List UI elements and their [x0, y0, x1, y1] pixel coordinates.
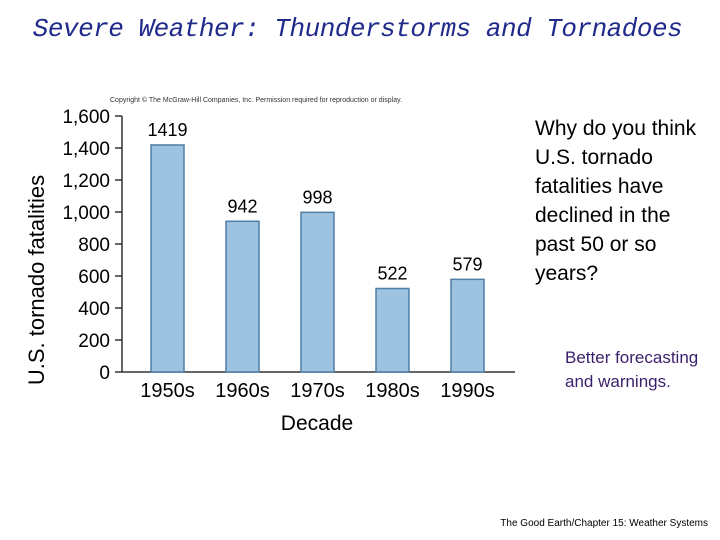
bar-1970s	[300, 211, 335, 373]
x-tick-label: 1990s	[440, 380, 495, 402]
x-tick-label: 1960s	[215, 380, 270, 402]
data-label: 579	[452, 254, 482, 274]
y-tick-label: 400	[78, 299, 110, 320]
copyright-notice: Copyright © The McGraw-Hill Companies, I…	[110, 97, 403, 104]
x-tick-label: 1950s	[140, 380, 195, 402]
bar-1960s	[225, 220, 260, 373]
slide-title: Severe Weather: Thunderstorms and Tornad…	[32, 14, 683, 44]
fatalities-bar-chart: U.S. tornado fatalities Decade 0 200 400 60…	[24, 107, 515, 435]
data-label: 998	[302, 187, 332, 207]
y-tick-label: 1,000	[62, 203, 110, 224]
y-tick-label: 200	[78, 331, 110, 352]
answer-text: Better forecasting and warnings.	[565, 348, 699, 391]
y-tick-label: 1,200	[62, 171, 110, 192]
bar-1990s	[450, 278, 485, 373]
data-label: 1419	[147, 120, 187, 140]
y-tick-label: 800	[78, 235, 110, 256]
y-tick-label: 1,600	[62, 107, 110, 128]
y-tick-label: 600	[78, 267, 110, 288]
bar-1980s	[375, 287, 410, 373]
y-tick-label: 1,400	[62, 139, 110, 160]
bar-1950s	[150, 144, 185, 373]
x-tick-label: 1980s	[365, 380, 420, 402]
x-axis-label: Decade	[281, 412, 353, 435]
y-axis-label: U.S. tornado fatalities	[24, 175, 49, 385]
data-label: 522	[377, 263, 407, 283]
discussion-question: Why do you think U.S. tornado fatalities…	[535, 117, 697, 285]
data-label: 942	[227, 196, 257, 216]
y-tick-label: 0	[99, 363, 110, 384]
x-tick-label: 1970s	[290, 380, 345, 402]
footer-text: The Good Earth/Chapter 15: Weather Syste…	[500, 518, 708, 529]
